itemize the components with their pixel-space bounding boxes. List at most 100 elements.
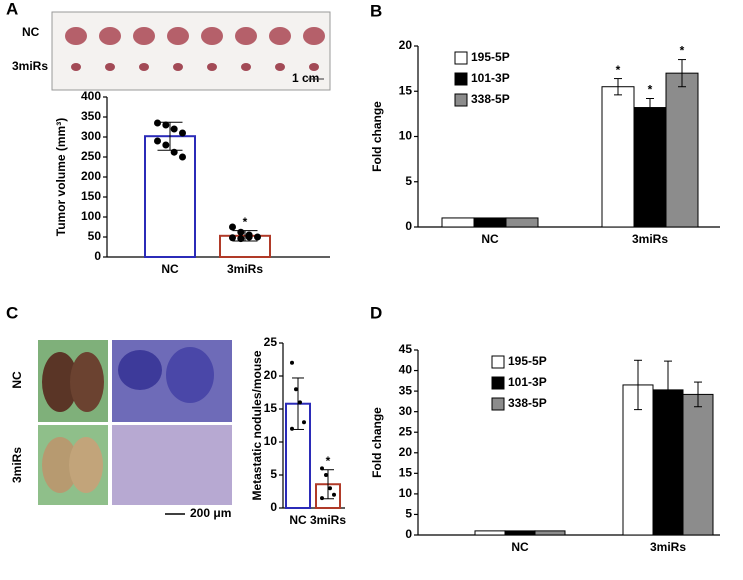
y-tick-label: 0 bbox=[405, 219, 412, 233]
legend-label: 195-5P bbox=[508, 354, 547, 368]
data-point bbox=[179, 129, 186, 137]
y-tick-label: 25 bbox=[264, 335, 278, 349]
data-point bbox=[162, 141, 170, 149]
lung bbox=[69, 437, 103, 493]
tumor bbox=[241, 63, 251, 71]
x-tick-label: 3miRs bbox=[632, 232, 668, 246]
tumor bbox=[105, 63, 115, 71]
legend-swatch bbox=[454, 51, 468, 65]
error-bar bbox=[157, 121, 183, 151]
data-point bbox=[179, 153, 186, 161]
data-point bbox=[290, 360, 294, 365]
error-bar bbox=[664, 360, 672, 420]
data-point bbox=[245, 233, 253, 241]
y-axis-label: Metastatic nodules/mouse bbox=[250, 350, 264, 500]
x-tick-label: NC bbox=[481, 232, 499, 246]
error-bar bbox=[232, 230, 258, 242]
bar bbox=[441, 217, 475, 228]
legend-swatch bbox=[454, 72, 468, 86]
data-point bbox=[237, 235, 245, 243]
significance: * bbox=[243, 215, 248, 229]
tumor bbox=[201, 27, 223, 45]
significance: * bbox=[326, 454, 331, 468]
tumor bbox=[235, 27, 257, 45]
data-point bbox=[332, 492, 336, 497]
tumor-photo bbox=[51, 11, 331, 91]
error-bar bbox=[634, 359, 642, 411]
y-tick-label: 5 bbox=[270, 467, 277, 481]
y-tick-label: 350 bbox=[81, 109, 101, 123]
bar bbox=[633, 107, 667, 228]
legend-label: 101-3P bbox=[508, 375, 547, 389]
panel-label: C bbox=[6, 303, 18, 322]
y-tick-label: 20 bbox=[399, 445, 413, 459]
row-label: 3miRs bbox=[12, 59, 48, 73]
y-tick-label: 45 bbox=[399, 342, 413, 356]
y-tick-label: 20 bbox=[264, 368, 278, 382]
scale-label: 1 cm bbox=[292, 71, 319, 85]
y-tick-label: 30 bbox=[399, 404, 413, 418]
panel-label: A bbox=[6, 0, 18, 18]
y-tick-label: 10 bbox=[399, 486, 413, 500]
legend-label: 338-5P bbox=[471, 92, 510, 106]
data-point bbox=[170, 125, 178, 133]
error-bar bbox=[694, 381, 702, 408]
significance: * bbox=[616, 63, 621, 77]
legend-label: 338-5P bbox=[508, 396, 547, 410]
x-tick-label: NC bbox=[511, 540, 529, 554]
data-point bbox=[229, 223, 236, 231]
row-label: NC bbox=[22, 25, 40, 39]
panel-label: D bbox=[370, 303, 382, 322]
y-tick-label: 35 bbox=[399, 383, 413, 397]
x-tick-label: 3miRs bbox=[310, 513, 346, 527]
tumor bbox=[167, 27, 189, 45]
y-tick-label: 20 bbox=[399, 38, 413, 52]
legend-swatch bbox=[454, 93, 468, 107]
data-point bbox=[162, 121, 170, 129]
tumor bbox=[133, 27, 155, 45]
y-tick-label: 0 bbox=[94, 249, 101, 263]
tumor bbox=[65, 27, 87, 45]
tumor bbox=[71, 63, 81, 71]
y-tick-label: 150 bbox=[81, 189, 101, 203]
lung-photos bbox=[38, 340, 232, 505]
y-tick-label: 400 bbox=[81, 89, 101, 103]
legend-swatch bbox=[491, 397, 505, 411]
y-tick-label: 15 bbox=[399, 466, 413, 480]
y-tick-label: 25 bbox=[399, 424, 413, 438]
nodule bbox=[166, 347, 214, 403]
y-tick-label: 0 bbox=[405, 527, 412, 541]
y-axis-label: Tumor volume (mm³) bbox=[54, 118, 68, 236]
significance: * bbox=[648, 83, 653, 97]
tumor bbox=[275, 63, 285, 71]
y-axis-label: Fold change bbox=[370, 407, 384, 478]
row-label: 3miRs bbox=[10, 447, 24, 483]
histology bbox=[112, 425, 232, 505]
y-tick-label: 0 bbox=[270, 500, 277, 514]
bar bbox=[505, 217, 539, 228]
lung bbox=[42, 437, 78, 493]
y-tick-label: 15 bbox=[399, 83, 413, 97]
data-point bbox=[298, 400, 302, 405]
bar bbox=[601, 86, 635, 228]
error-bar bbox=[678, 59, 686, 88]
legend-swatch bbox=[491, 355, 505, 369]
bar bbox=[682, 393, 714, 536]
data-point bbox=[324, 473, 328, 477]
data-point bbox=[254, 233, 261, 241]
y-tick-label: 50 bbox=[88, 229, 102, 243]
tumor bbox=[207, 63, 217, 71]
bar bbox=[504, 530, 536, 536]
row-label: NC bbox=[10, 371, 24, 389]
photo-frame bbox=[51, 11, 331, 91]
y-tick-label: 100 bbox=[81, 209, 101, 223]
y-tick-label: 10 bbox=[399, 129, 413, 143]
data-point bbox=[302, 420, 306, 425]
data-point bbox=[294, 387, 298, 392]
y-tick-label: 200 bbox=[81, 169, 101, 183]
x-tick-label: 3miRs bbox=[227, 262, 263, 276]
x-tick-label: NC bbox=[161, 262, 179, 276]
y-tick-label: 40 bbox=[399, 363, 413, 377]
data-point bbox=[154, 119, 161, 127]
data-point bbox=[170, 148, 178, 156]
